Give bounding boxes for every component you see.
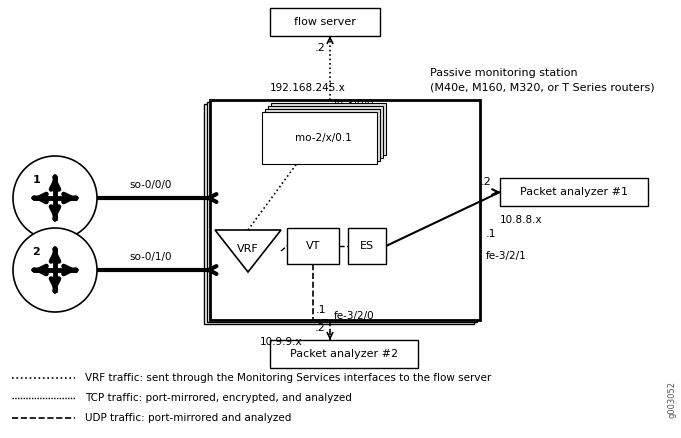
Bar xyxy=(270,340,418,368)
Text: .2: .2 xyxy=(315,43,326,53)
Text: 1: 1 xyxy=(32,175,40,185)
Bar xyxy=(207,102,477,322)
Text: .2: .2 xyxy=(315,323,326,333)
Text: .2: .2 xyxy=(481,177,492,187)
Text: mo-2/x/0.1: mo-2/x/0.1 xyxy=(295,133,352,143)
Text: TCP traffic: port-mirrored, encrypted, and analyzed: TCP traffic: port-mirrored, encrypted, a… xyxy=(85,393,352,403)
Text: ES: ES xyxy=(360,241,374,251)
Bar xyxy=(268,106,383,158)
Text: so-0/0/0: so-0/0/0 xyxy=(129,180,172,190)
Bar xyxy=(271,103,386,155)
Circle shape xyxy=(13,228,97,312)
Text: VT: VT xyxy=(306,241,320,251)
Text: 10.9.9.x: 10.9.9.x xyxy=(260,337,302,347)
Bar xyxy=(500,178,648,206)
Bar xyxy=(210,100,480,320)
Text: so-0/1/0: so-0/1/0 xyxy=(129,252,172,262)
Text: fe-3/0/0: fe-3/0/0 xyxy=(334,99,375,109)
Bar xyxy=(265,109,380,161)
Text: Passive monitoring station
(M40e, M160, M320, or T Series routers): Passive monitoring station (M40e, M160, … xyxy=(430,67,654,92)
Text: fe-3/2/1: fe-3/2/1 xyxy=(486,251,526,261)
Bar xyxy=(348,228,386,264)
Text: fe-3/2/0: fe-3/2/0 xyxy=(334,311,375,321)
Text: .1: .1 xyxy=(486,229,496,239)
Circle shape xyxy=(13,156,97,240)
Text: flow server: flow server xyxy=(294,17,356,27)
Text: UDP traffic: port-mirrored and analyzed: UDP traffic: port-mirrored and analyzed xyxy=(85,413,291,423)
Text: Packet analyzer #1: Packet analyzer #1 xyxy=(520,187,628,197)
Text: .1: .1 xyxy=(315,305,326,315)
Text: 2: 2 xyxy=(32,247,40,258)
Bar xyxy=(270,8,380,36)
Text: Packet analyzer #2: Packet analyzer #2 xyxy=(290,349,398,359)
Bar xyxy=(204,104,474,324)
Text: 192.168.245.x: 192.168.245.x xyxy=(270,83,346,93)
Text: VRF: VRF xyxy=(237,244,259,254)
Bar xyxy=(287,228,339,264)
Bar xyxy=(262,112,377,164)
Text: g003052: g003052 xyxy=(667,381,676,418)
Text: 10.8.8.x: 10.8.8.x xyxy=(500,215,543,225)
Text: .1: .1 xyxy=(315,107,326,117)
Text: VRF traffic: sent through the Monitoring Services interfaces to the flow server: VRF traffic: sent through the Monitoring… xyxy=(85,373,491,383)
